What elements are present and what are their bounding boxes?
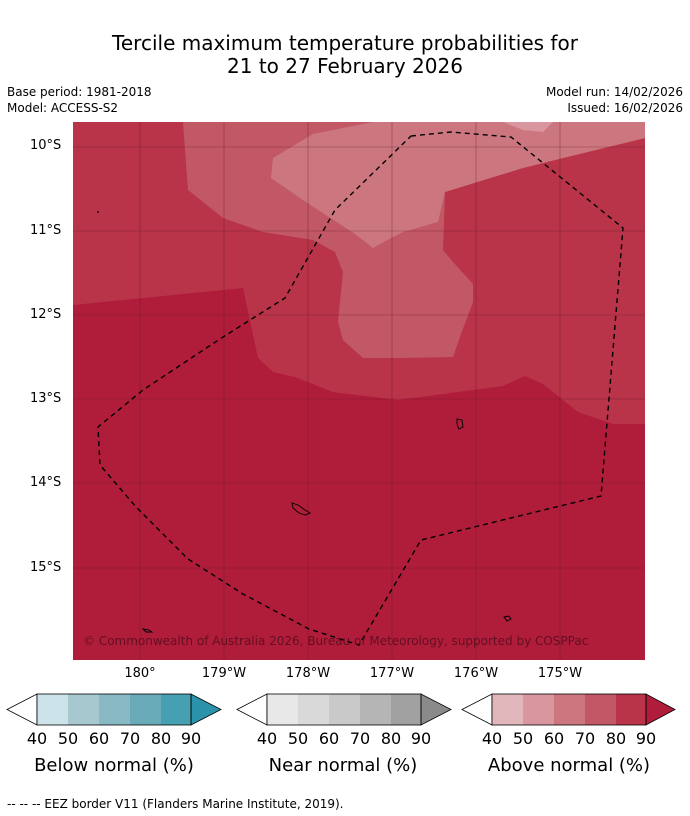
map-title-line-2: 21 to 27 February 2026 [227, 54, 463, 78]
colorbar-tick: 70 [119, 729, 141, 748]
lat-label: 11°S [30, 223, 62, 238]
model-text: Model: ACCESS-S2 [7, 101, 119, 115]
colorbar-tick: 70 [574, 729, 596, 748]
colorbar-segment [130, 694, 161, 725]
region-50 [503, 122, 553, 132]
eez-footnote: -- -- -- EEZ border V11 (Flanders Marine… [7, 797, 344, 811]
colorbar-tick: 80 [150, 729, 172, 748]
colorbar-tick: 50 [512, 729, 534, 748]
probability-map: © Commonwealth of Australia 2026, Bureau… [73, 122, 645, 660]
colorbar-segment [99, 694, 130, 725]
colorbar-tick: 40 [256, 729, 278, 748]
map-title-line-1: Tercile maximum temperature probabilitie… [112, 31, 578, 55]
lon-label: 178°W [285, 666, 331, 681]
map-gridlines [73, 122, 645, 660]
colorbar-segment [68, 694, 99, 725]
colorbar-left-arrow [461, 693, 493, 726]
colorbar-tick: 80 [605, 729, 627, 748]
colorbar-right-arrow [191, 694, 221, 725]
colorbar-segment [616, 694, 646, 725]
colorbar-tick: 70 [349, 729, 371, 748]
colorbar-segment [492, 694, 523, 725]
lat-label: 10°S [30, 138, 62, 153]
colorbar-tick: 80 [380, 729, 402, 748]
colorbar-segment [267, 694, 298, 725]
colorbar-tick: 60 [88, 729, 110, 748]
near-normal-colorbar [236, 693, 452, 726]
colorbar-right-arrow [421, 694, 451, 725]
colorbar-tick: 60 [543, 729, 565, 748]
colorbar-segment [391, 694, 421, 725]
colorbar-segment [585, 694, 616, 725]
lat-label: 15°S [30, 560, 62, 575]
island-outline [503, 615, 512, 622]
lat-label: 14°S [30, 475, 62, 490]
region-60 [271, 122, 645, 248]
colorbar-segment [360, 694, 391, 725]
colorbar-segment [37, 694, 68, 725]
colorbar-tick: 90 [180, 729, 202, 748]
base-period-text: Base period: 1981-2018 [7, 85, 152, 99]
eez-border [97, 131, 624, 646]
colorbar-tick: 90 [635, 729, 657, 748]
colorbar-right-arrow [646, 694, 675, 725]
colorbar-left-arrow [6, 693, 38, 726]
island-outline [141, 628, 154, 633]
near-normal-label: Near normal (%) [268, 755, 418, 776]
lon-label: 180° [124, 666, 156, 681]
below-normal-colorbar [6, 693, 222, 726]
lat-label: 13°S [30, 391, 62, 406]
island-outline [291, 502, 312, 516]
below-normal-label: Below normal (%) [34, 755, 194, 776]
lon-label: 177°W [369, 666, 415, 681]
colorbar-segment [329, 694, 360, 725]
colorbar-tick: 40 [481, 729, 503, 748]
colorbar-segment [554, 694, 585, 725]
colorbar-segment [161, 694, 191, 725]
colorbar-tick: 90 [410, 729, 432, 748]
colorbar-tick: 60 [318, 729, 340, 748]
issued-text: Issued: 16/02/2026 [567, 101, 683, 115]
colorbar-segment [523, 694, 554, 725]
lon-label: 175°W [537, 666, 583, 681]
above-normal-label: Above normal (%) [487, 755, 651, 776]
above-normal-colorbar [461, 693, 676, 726]
island-outline [456, 418, 464, 430]
colorbar-tick: 50 [287, 729, 309, 748]
lat-label: 12°S [30, 307, 62, 322]
lon-label: 176°W [453, 666, 499, 681]
island-dot [97, 211, 99, 213]
lon-label: 179°W [201, 666, 247, 681]
colorbar-tick: 50 [57, 729, 79, 748]
colorbar-segment [298, 694, 329, 725]
colorbar-left-arrow [236, 693, 268, 726]
model-run-text: Model run: 14/02/2026 [545, 85, 683, 99]
colorbar-tick: 40 [26, 729, 48, 748]
copyright-text: © Commonwealth of Australia 2026, Bureau… [83, 634, 588, 648]
